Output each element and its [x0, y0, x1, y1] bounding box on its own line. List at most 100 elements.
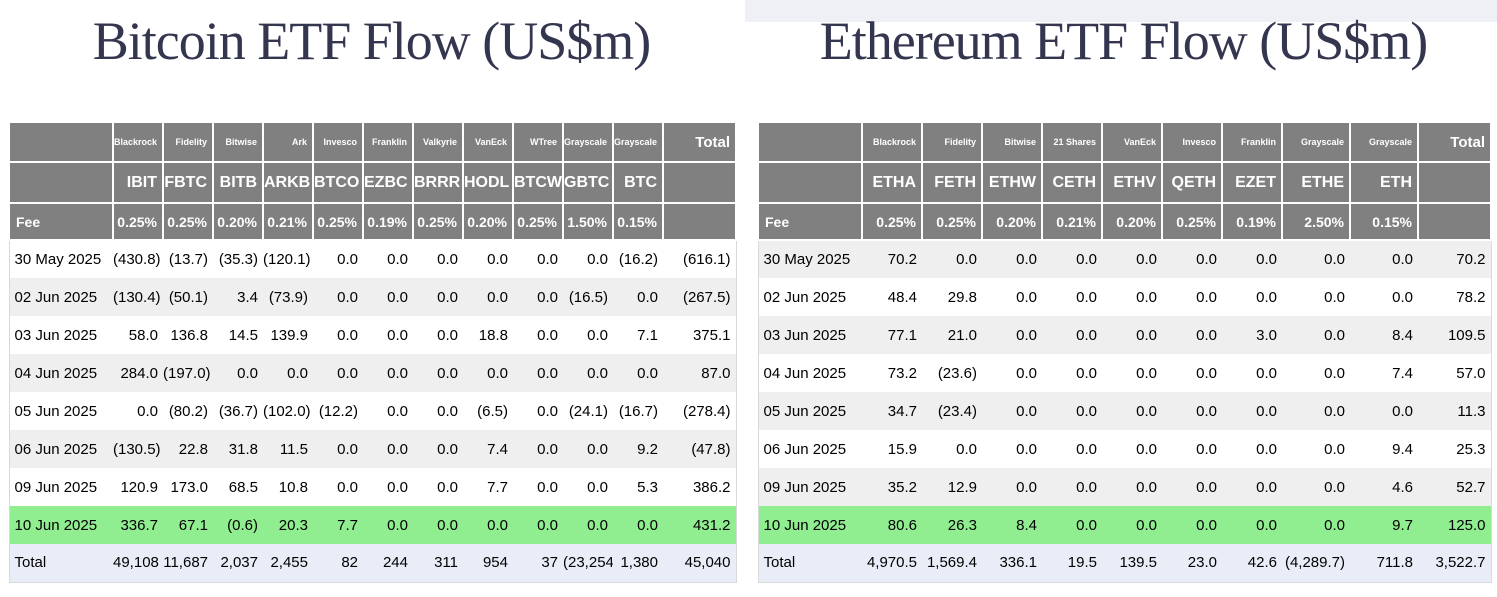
value-cell: 7.4 [463, 430, 513, 468]
table-row: 09 Jun 2025 120.9 173.0 68.5 10.8 0.0 0.0 0.0 7.… [9, 468, 736, 506]
fee-header-row: Fee 0.25% 0.25% 0.20% 0.21% 0.20% 0.25% 0.19% 2.… [757, 202, 1492, 241]
table-row: 30 May 2025 70.2 0.0 0.0 0.0 0.0 0.0 0.0 0.0 0.0 7… [758, 240, 1491, 278]
value-cell: 0.0 [982, 316, 1042, 354]
value-cell: 8.4 [1350, 316, 1418, 354]
value-cell: 3.4 [213, 278, 263, 316]
institution-header-cell: Fidelity [921, 121, 983, 163]
tickers-header-row: IBIT FBTC BITB ARKB BTCO EZBC BRRR HODL BTCW GBTC… [8, 161, 737, 204]
institution-header-cell: Bitwise [981, 121, 1043, 163]
value-cell: (430.8) [113, 240, 163, 278]
value-cell: 0.0 [1222, 468, 1282, 506]
value-cell: 58.0 [113, 316, 163, 354]
total-value-cell: (4,289.7) [1282, 544, 1350, 582]
date-cell: 04 Jun 2025 [758, 354, 862, 392]
tickers-header-row: ETHA FETH ETHW CETH ETHV QETH EZET ETHE ETH [757, 161, 1492, 204]
value-cell: 0.0 [563, 506, 613, 544]
ticker-header-cell: EZBC [362, 161, 414, 204]
value-cell: 0.0 [1282, 506, 1350, 544]
value-cell: 0.0 [1102, 316, 1162, 354]
value-cell: 0.0 [413, 392, 463, 430]
ticker-header-cell: BTCO [312, 161, 364, 204]
corner-cell [757, 161, 863, 204]
value-cell: 0.0 [1102, 506, 1162, 544]
total-value-cell: 244 [363, 544, 413, 582]
value-cell: 14.5 [213, 316, 263, 354]
value-cell: 0.0 [1102, 354, 1162, 392]
ticker-header-cell: EZET [1221, 161, 1283, 204]
value-cell: (16.5) [563, 278, 613, 316]
value-cell: 0.0 [413, 468, 463, 506]
value-cell: 35.2 [862, 468, 922, 506]
total-value-cell: 711.8 [1350, 544, 1418, 582]
date-cell: 05 Jun 2025 [758, 392, 862, 430]
institution-header-cell: Grayscale [1281, 121, 1351, 163]
value-cell: 0.0 [1282, 468, 1350, 506]
total-value-cell: 1,380 [613, 544, 663, 582]
institution-header-cell: Invesco [312, 121, 364, 163]
ticker-header-cell: CETH [1041, 161, 1103, 204]
ticker-header-cell: BITB [212, 161, 264, 204]
row-total-cell: (616.1) [663, 240, 736, 278]
value-cell: 31.8 [213, 430, 263, 468]
value-cell: 68.5 [213, 468, 263, 506]
value-cell: 0.0 [413, 506, 463, 544]
total-column-header-cell: Total [1417, 121, 1492, 163]
empty-header-cell [1417, 161, 1492, 204]
value-cell: 80.6 [862, 506, 922, 544]
empty-header-cell [1417, 202, 1492, 241]
fee-cell: 1.50% [562, 202, 614, 241]
value-cell: 0.0 [563, 316, 613, 354]
table-row: 30 May 2025 (430.8) (13.7) (35.3) (120.1) 0.0… [9, 240, 736, 278]
table-row: 09 Jun 2025 35.2 12.9 0.0 0.0 0.0 0.0 0.0 0.0 4.6… [758, 468, 1491, 506]
row-total-cell: 109.5 [1418, 316, 1491, 354]
value-cell: 4.6 [1350, 468, 1418, 506]
value-cell: 0.0 [1222, 278, 1282, 316]
value-cell: 0.0 [1350, 278, 1418, 316]
date-cell: 02 Jun 2025 [9, 278, 113, 316]
row-total-cell: 70.2 [1418, 240, 1491, 278]
value-cell: 0.0 [1162, 468, 1222, 506]
value-cell: 0.0 [363, 316, 413, 354]
fee-cell: 0.20% [1101, 202, 1163, 241]
institution-header-cell: Franklin [362, 121, 414, 163]
fee-cell: 0.21% [1041, 202, 1103, 241]
value-cell: 3.0 [1222, 316, 1282, 354]
value-cell: 9.2 [613, 430, 663, 468]
total-value-cell: 954 [463, 544, 513, 582]
value-cell: (16.2) [613, 240, 663, 278]
fee-header-row: Fee 0.25% 0.25% 0.20% 0.21% 0.25% 0.19% 0.25% 0.… [8, 202, 737, 241]
value-cell: 0.0 [463, 354, 513, 392]
value-cell: 0.0 [513, 468, 563, 506]
value-cell: 0.0 [363, 240, 413, 278]
total-row: Total 4,970.5 1,569.4 336.1 19.5 139.5 23.0 42.… [758, 544, 1491, 582]
value-cell: (24.1) [563, 392, 613, 430]
value-cell: 0.0 [1350, 392, 1418, 430]
value-cell: 0.0 [1102, 240, 1162, 278]
table-row: 10 Jun 2025 336.7 67.1 (0.6) 20.3 7.7 0.0 0.0 0.… [9, 506, 736, 544]
value-cell: 0.0 [363, 278, 413, 316]
table-row: 04 Jun 2025 284.0 (197.0) 0.0 0.0 0.0 0.0 0.0 0.… [9, 354, 736, 392]
table-row: 05 Jun 2025 0.0 (80.2) (36.7) (102.0) (12.2) 0… [9, 392, 736, 430]
value-cell: 0.0 [1282, 392, 1350, 430]
value-cell: 0.0 [1282, 430, 1350, 468]
fee-cell: 0.20% [981, 202, 1043, 241]
ticker-header-cell: HODL [462, 161, 514, 204]
institution-header-cell: Fidelity [162, 121, 214, 163]
value-cell: 0.0 [1102, 430, 1162, 468]
institution-header-cell: Blackrock [112, 121, 164, 163]
value-cell: 0.0 [313, 240, 363, 278]
fee-row-label-cell: Fee [757, 202, 863, 241]
value-cell: (130.5) [113, 430, 163, 468]
value-cell: 0.0 [563, 430, 613, 468]
value-cell: 34.7 [862, 392, 922, 430]
value-cell: 0.0 [982, 354, 1042, 392]
value-cell: 0.0 [313, 278, 363, 316]
total-value-cell: 11,687 [163, 544, 213, 582]
value-cell: 0.0 [513, 430, 563, 468]
ethereum-etf-table: Blackrock Fidelity Bitwise 21 Shares VanEck I… [757, 121, 1492, 583]
institution-header-cell: Valkyrie [412, 121, 464, 163]
ticker-header-cell: FETH [921, 161, 983, 204]
value-cell: 0.0 [413, 240, 463, 278]
value-cell: 284.0 [113, 354, 163, 392]
value-cell: 0.0 [463, 506, 513, 544]
